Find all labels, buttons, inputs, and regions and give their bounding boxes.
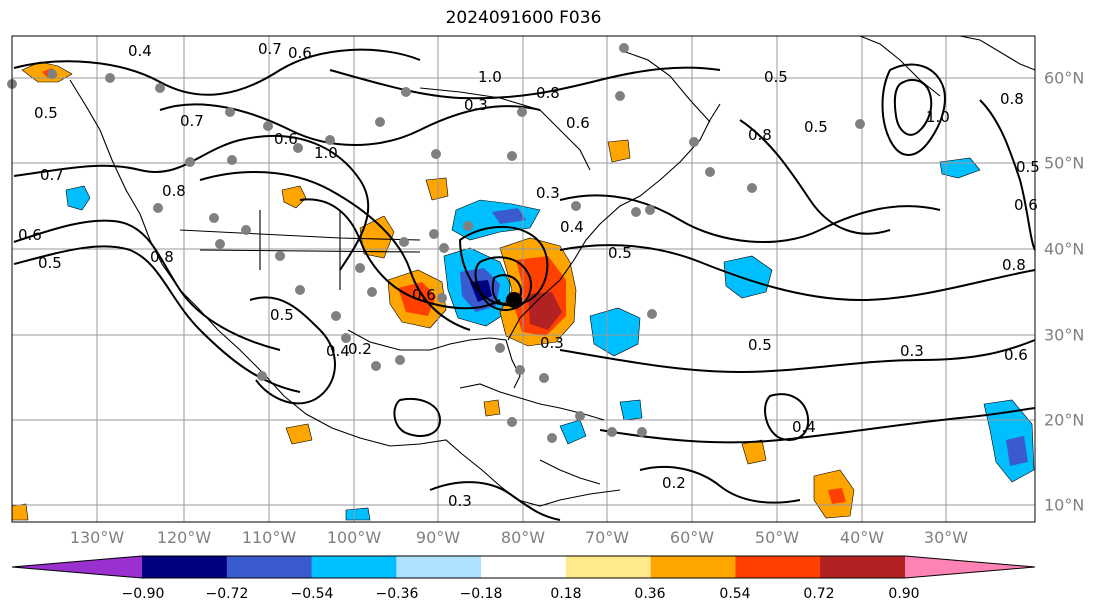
contour-label: 0.6 [1014,196,1038,214]
graticule [12,36,1035,522]
lat-label-40n: 40°N [1044,239,1085,259]
map-border [11,35,1036,523]
contour-label: 0.2 [662,474,686,492]
contour-label: 0.6 [412,286,436,304]
contour-label: 0.7 [40,166,64,184]
colorbar-tick-label: 0.54 [719,586,751,602]
contour-label: 0.4 [128,42,152,60]
contour-label: 0.5 [764,68,788,86]
map-title: 2024091600 F036 [445,8,602,28]
colorbar-tick-label: 0.18 [550,586,582,602]
contour-label: 0.3 [540,334,564,352]
contour-label: 0.5 [270,306,294,324]
colorbar [11,555,1036,579]
lon-label-60w: 60°W [669,528,715,547]
colorbar-segment [396,556,482,578]
contour-label: 0.3 [464,96,488,114]
lon-label-70w: 70°W [584,528,630,547]
contour-label: 0.2 [348,340,372,358]
colorbar-segment [142,556,228,578]
colorbar-segment [820,556,906,578]
contour-label: 0.8 [1000,90,1024,108]
contour-label: 0.5 [748,336,772,354]
contour-label: 0.3 [900,342,924,360]
colorbar-outline [11,555,1036,579]
lon-label-120w: 120°W [156,528,212,547]
contours [13,48,1036,521]
colorbar-tick-label: −0.72 [205,586,249,602]
contour-label: 0.8 [536,84,560,102]
lon-label-130w: 130°W [69,528,125,547]
contour-label: 0.6 [18,226,42,244]
contour-label: 0.4 [792,418,816,436]
colorbar-tick-label: −0.54 [290,586,334,602]
colorbar-segment [735,556,821,578]
lat-label-10n: 10°N [1044,495,1085,515]
contour-label: 1.0 [926,108,950,126]
lon-label-30w: 30°W [923,528,969,547]
colorbar-extend-max [905,556,1035,578]
lon-label-40w: 40°W [839,528,885,547]
colorbar-segment [481,556,567,578]
contour-label: 0.3 [448,492,472,510]
contour-label: 0.8 [162,182,186,200]
lat-label-60n: 60°N [1044,68,1085,88]
contour-label: 0.8 [748,126,772,144]
lon-label-110w: 110°W [241,528,297,547]
contour-label: 1.0 [314,144,338,162]
colorbar-tick-label: 0.72 [803,586,835,602]
contour-label: 0.8 [150,248,174,266]
lon-label-90w: 90°W [415,528,461,547]
contour-label: 0.5 [1016,158,1040,176]
contour-label: 0.3 [536,184,560,202]
contour-label: 0.6 [274,130,298,148]
contour-label: 0.6 [1004,346,1028,364]
contour-label: 0.5 [608,244,632,262]
colorbar-segment [226,556,313,578]
lon-label-50w: 50°W [754,528,800,547]
contour-label: 0.6 [566,114,590,132]
contour-label: 0.8 [1002,256,1026,274]
colorbar-segment [650,556,736,578]
contour-label: 0.6 [288,44,312,62]
lat-label-20n: 20°N [1044,410,1085,430]
colorbar-segment [311,556,397,578]
colorbar-tick-label: 0.36 [634,586,666,602]
contour-label: 0.7 [180,112,204,130]
contour-label: 1.0 [478,68,502,86]
contour-label: 0.5 [38,254,62,272]
contour-label: 0.4 [326,342,350,360]
colorbar-tick-label: −0.36 [375,586,419,602]
colorbar-tick-label: −0.18 [459,586,503,602]
contour-labels: 0.4 0.7 0.6 1.0 0.3 0.8 0.6 0.5 0.7 0.6 … [18,40,1040,510]
lon-label-100w: 100°W [326,528,382,547]
lat-label-50n: 50°N [1044,153,1085,173]
contour-label: 0.5 [804,118,828,136]
lon-label-80w: 80°W [500,528,546,547]
contour-label: 0.4 [560,218,584,236]
contour-label: 0.5 [34,104,58,122]
lat-label-30n: 30°N [1044,325,1085,345]
colorbar-tick-label: −0.90 [121,586,165,602]
colorbar-tick-label: 0.90 [888,586,920,602]
colorbar-extend-min [12,556,142,578]
colorbar-segment [565,556,652,578]
low-pressure-center-marker [506,292,522,308]
contour-label: 0.7 [258,40,282,58]
